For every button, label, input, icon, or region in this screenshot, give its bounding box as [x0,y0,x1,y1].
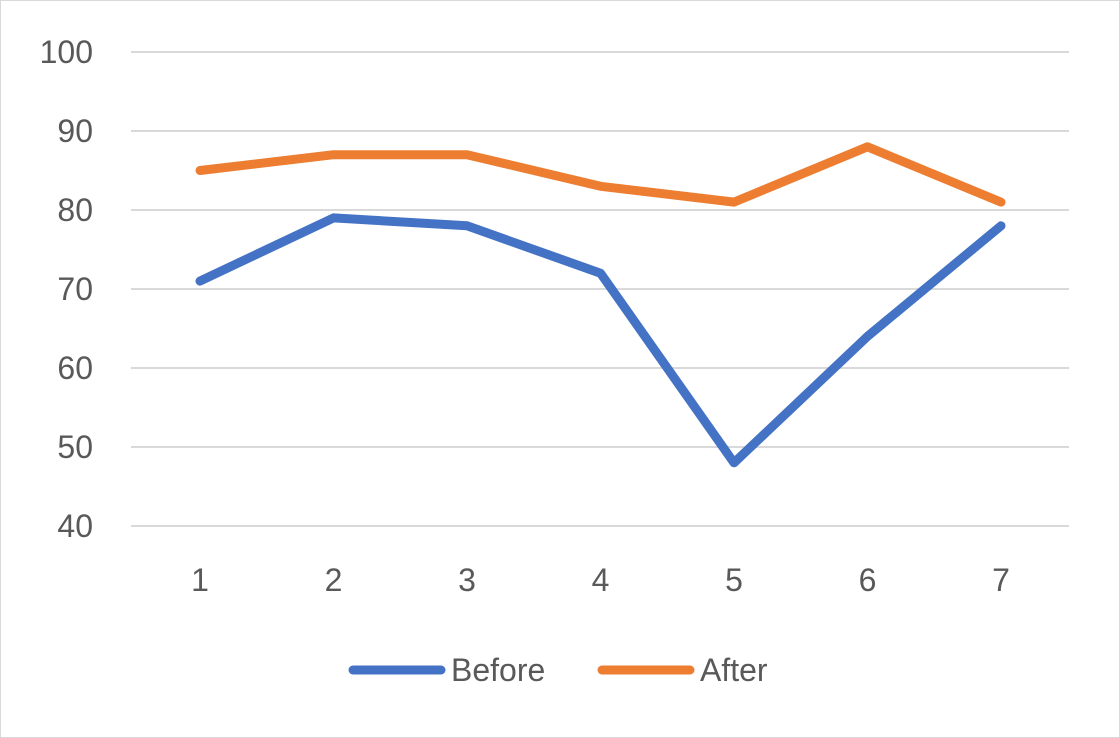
y-axis-tick-labels: 40 50 60 70 80 90 100 [40,34,93,544]
series-lines [195,142,1006,468]
legend-label-after: After [700,652,768,688]
x-tick-label: 5 [725,562,743,598]
y-tick-label: 80 [57,192,93,228]
gridlines [131,51,1069,527]
x-tick-label: 4 [592,562,610,598]
y-tick-label: 60 [57,350,93,386]
y-tick-label: 70 [57,271,93,307]
x-tick-label: 7 [992,562,1010,598]
x-tick-label: 3 [458,562,476,598]
x-tick-label: 6 [859,562,877,598]
y-tick-label: 100 [40,34,93,70]
legend-label-before: Before [451,652,545,688]
legend: Before After [348,652,768,688]
series-line-before [195,213,1006,468]
y-tick-label: 40 [57,508,93,544]
y-tick-label: 50 [57,429,93,465]
series-line-after [195,142,1006,207]
x-tick-label: 2 [325,562,343,598]
x-tick-label: 1 [191,562,209,598]
x-axis-tick-labels: 1 2 3 4 5 6 7 [191,562,1010,598]
y-tick-label: 90 [57,113,93,149]
